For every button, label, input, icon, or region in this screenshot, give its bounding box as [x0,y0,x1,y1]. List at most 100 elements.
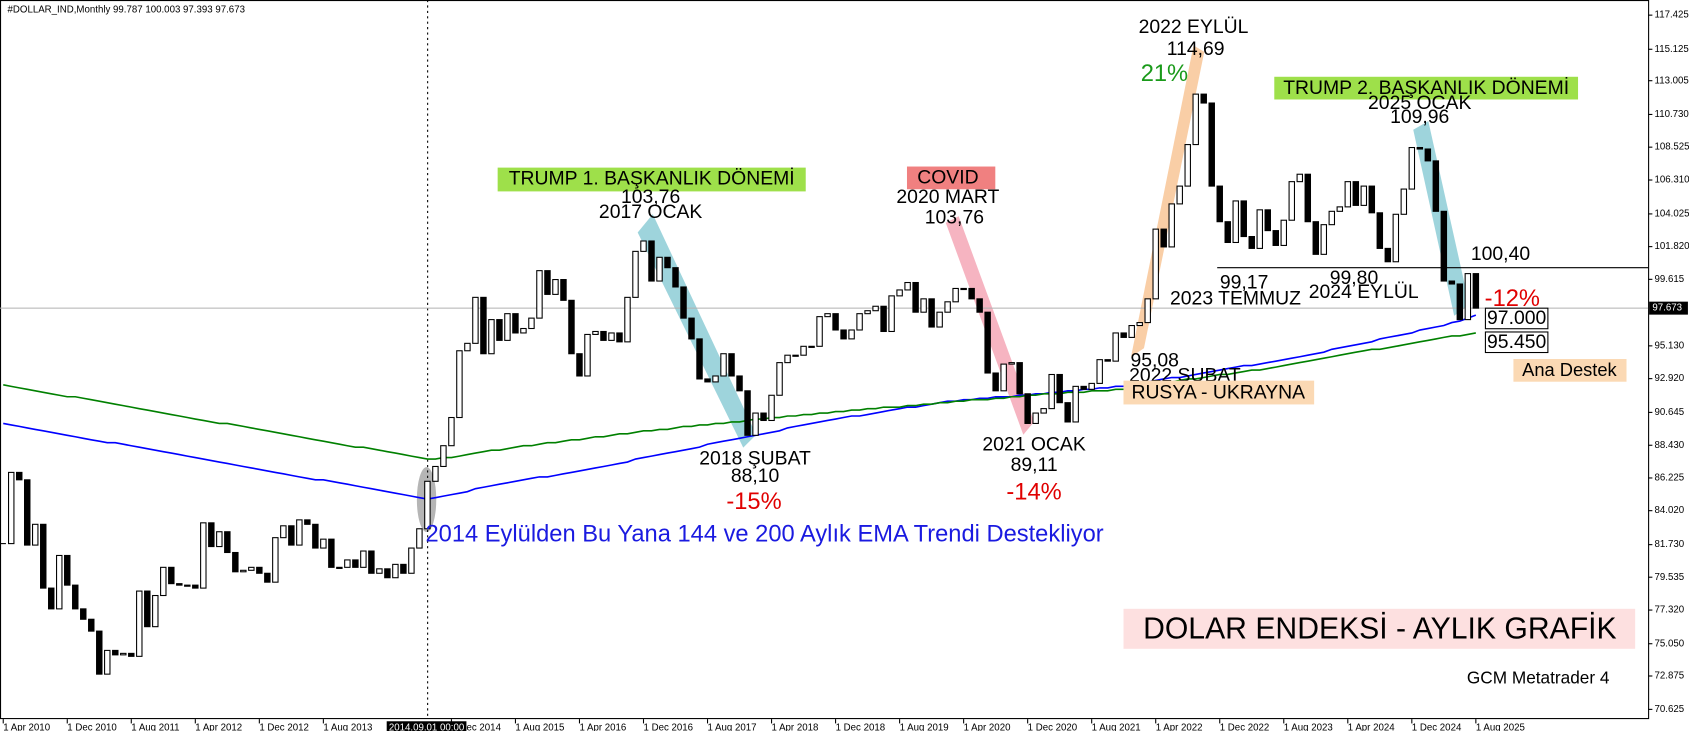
x-tick-label: 1 Apr 2020 [964,722,1011,731]
candle [344,559,351,568]
candle [552,279,559,295]
y-tick-label: 110.730 [1655,109,1689,120]
candle [216,531,223,548]
annotation: COVID [917,167,978,189]
x-tick-label: 1 Apr 2018 [772,722,819,731]
candle [1288,181,1296,221]
candle [632,250,639,298]
chart-title: DOLAR ENDEKSİ - AYLIK GRAFİK [1143,612,1617,645]
candle [1280,219,1288,246]
candle [1256,209,1263,249]
annotation: RUSYA - UKRAYNA [1131,382,1305,404]
annotation: 2023 TEMMUZ [1170,288,1301,310]
candle [1240,200,1247,238]
candle [312,523,319,549]
candle [264,572,271,583]
candle [360,550,367,568]
candle [424,480,431,530]
candle [1216,185,1223,223]
y-tick-label: 99.615 [1655,274,1685,285]
candle [1040,408,1047,414]
candle [760,412,767,422]
candle [1464,273,1472,321]
x-tick-label: 1 Dec 2018 [836,722,886,731]
x-tick-label: 1 Dec 2014 [451,722,501,731]
candle [384,568,391,579]
candle [672,267,679,288]
candle [912,281,919,313]
candle [936,311,943,328]
candle [504,313,511,341]
candle [1120,332,1127,338]
candle [1176,185,1183,205]
candle [536,270,543,319]
annotation: 88,10 [731,465,780,487]
candle [1056,373,1063,404]
candle [1344,181,1352,208]
candle [440,445,447,468]
candle [848,329,855,340]
label-bg [906,166,996,190]
candle [184,584,191,587]
candle [1096,359,1103,384]
candle [232,551,239,573]
candle [616,332,623,343]
candle [696,338,703,380]
candle [1328,210,1336,226]
candle [976,298,983,313]
annotation: 21% [1141,61,1188,87]
y-tick-label: 115.125 [1655,44,1689,55]
candle [272,537,279,583]
candle [744,390,751,436]
candle [928,298,935,328]
candle [1208,102,1215,187]
candle [856,313,863,331]
candle [8,471,15,545]
candle [544,270,551,295]
x-tick-label: 1 Aug 2011 [131,722,179,731]
candle [1072,385,1079,423]
candle [688,317,695,340]
candle [808,345,815,348]
candle [960,287,967,291]
x-tick-label: 1 Apr 2016 [579,722,626,731]
y-tick-label: 81.730 [1655,539,1685,550]
candle [1032,412,1039,424]
candle [1312,221,1320,255]
x-tick-label: 1 Dec 2022 [1220,722,1270,731]
y-tick-label: 90.645 [1655,407,1685,418]
annotation: 103,76 [925,207,984,229]
candle [712,375,719,383]
candle [1304,173,1312,223]
annotation: 2014 Eylülden Bu Yana 144 ve 200 Aylık E… [425,522,1103,548]
y-tick-label: 70.625 [1655,704,1685,715]
candle [648,240,655,282]
x-tick-label: 1 Aug 2025 [1476,722,1525,731]
candle [752,412,759,436]
candle [1088,382,1095,390]
candle [1184,144,1191,187]
y-tick-label: 84.020 [1655,505,1685,516]
candle [1336,206,1344,212]
level-label: 100,40 [1471,243,1530,265]
candle [952,287,959,303]
candle [608,332,615,341]
candle [200,522,207,589]
label-bg [1123,608,1636,649]
candle [328,538,335,568]
candle [392,563,399,579]
candle [1000,363,1007,392]
candle [456,350,463,419]
candle [464,342,471,352]
candle [1440,210,1448,282]
candle [1264,209,1271,232]
y-tick-label: 88.430 [1655,440,1685,451]
candle [480,296,487,355]
x-tick-label: 1 Aug 2015 [515,722,564,731]
ema-line [3,332,1476,460]
candle [88,618,95,632]
candle [40,523,47,589]
annotation: 109,96 [1390,106,1449,128]
